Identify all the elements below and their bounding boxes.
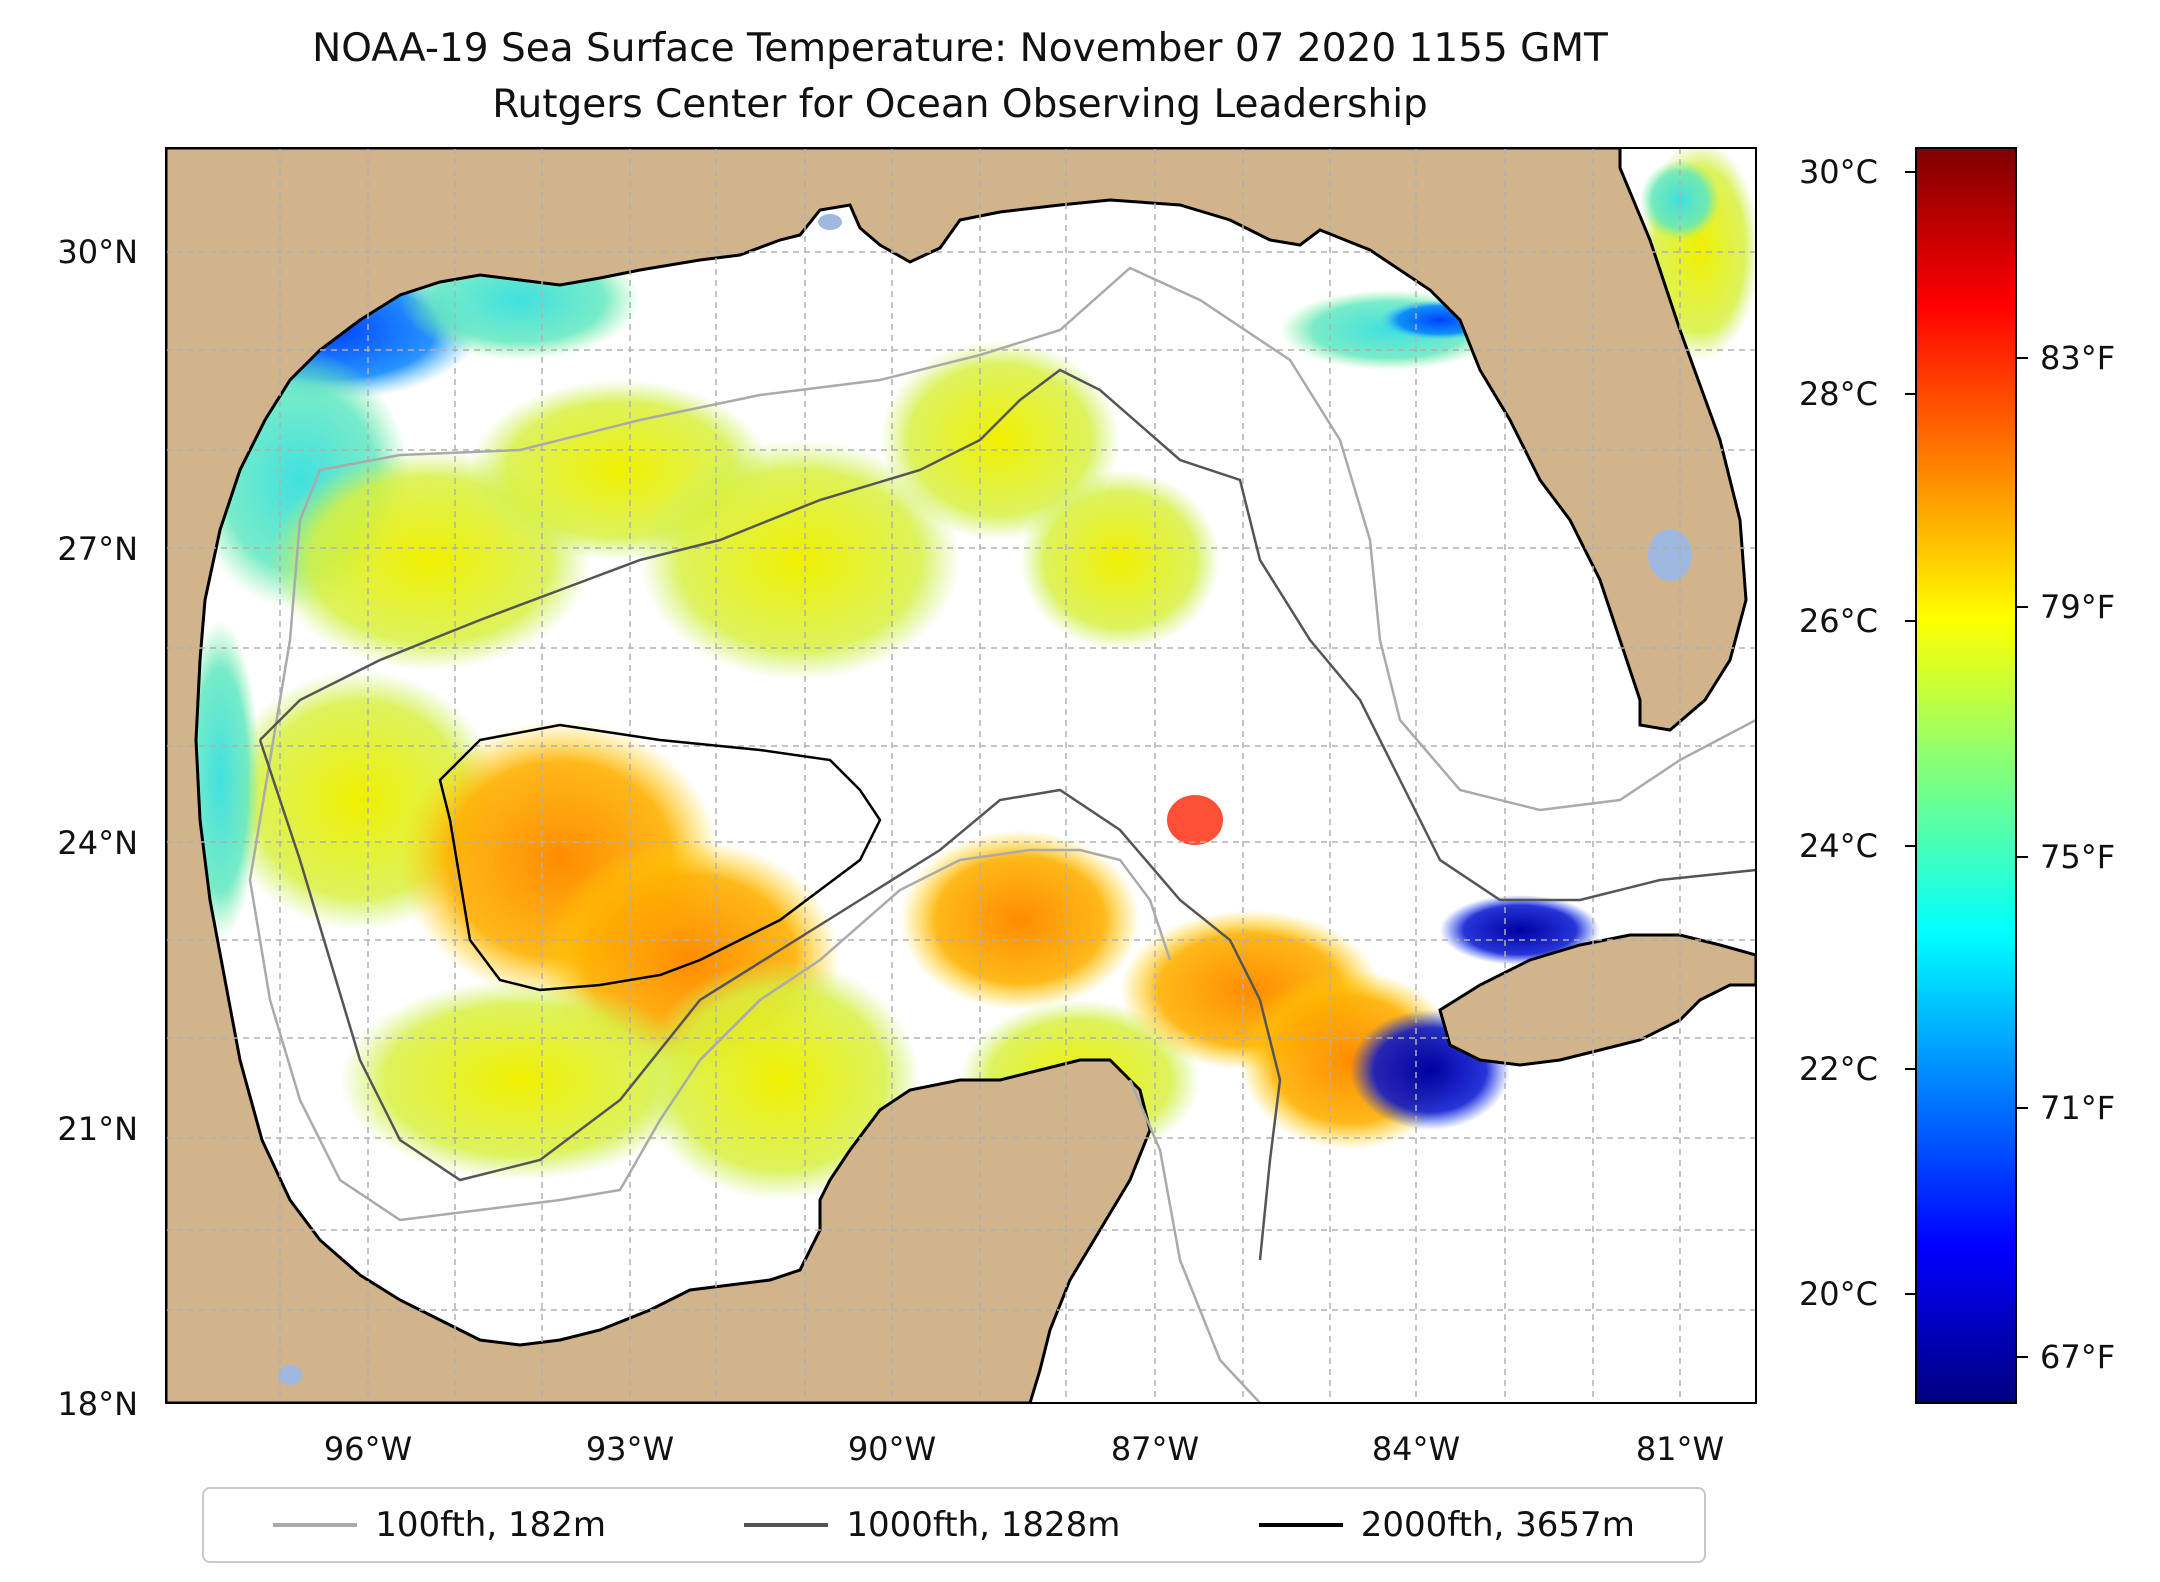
legend-swatch-2000fth <box>1258 1523 1343 1527</box>
lat-label-27: 27°N <box>57 530 138 568</box>
map-area <box>166 148 1756 1403</box>
lon-label-96: 96°W <box>324 1430 412 1468</box>
cb-label-22c: 22°C <box>1799 1050 1878 1088</box>
lat-label-24: 24°N <box>57 824 138 862</box>
colorbar-ticks <box>1905 171 2028 1358</box>
cb-label-67f: 67°F <box>2040 1338 2115 1376</box>
legend-swatch-1000fth <box>744 1523 829 1527</box>
legend-item-100fth: 100fth, 182m <box>273 1505 606 1545</box>
cb-label-75f: 75°F <box>2040 838 2115 876</box>
contour-legend: 100fth, 182m 1000fth, 1828m 2000fth, 365… <box>202 1487 1706 1563</box>
cb-label-26c: 26°C <box>1799 602 1878 640</box>
lat-label-21: 21°N <box>57 1110 138 1148</box>
cb-label-30c: 30°C <box>1799 153 1878 191</box>
colorbar-fahrenheit-ticks: 83°F 79°F 75°F 71°F 67°F <box>2040 339 2115 1376</box>
cb-label-28c: 28°C <box>1799 375 1878 413</box>
cb-label-24c: 24°C <box>1799 827 1878 865</box>
legend-label-2000fth: 2000fth, 3657m <box>1360 1505 1635 1545</box>
lat-axis: 30°N 27°N 24°N 21°N 18°N <box>57 233 138 1423</box>
map-frame <box>165 147 1757 1404</box>
lon-axis: 96°W 93°W 90°W 87°W 84°W 81°W <box>324 1430 1724 1468</box>
legend-swatch-100fth <box>273 1523 358 1527</box>
cb-label-79f: 79°F <box>2040 588 2115 626</box>
cb-label-20c: 20°C <box>1799 1275 1878 1313</box>
lon-label-87: 87°W <box>1111 1430 1199 1468</box>
colorbar-celsius-ticks: 30°C 28°C 26°C 24°C 22°C 20°C <box>1799 153 1878 1313</box>
lon-label-81: 81°W <box>1636 1430 1724 1468</box>
cb-label-83f: 83°F <box>2040 339 2115 377</box>
map-title: NOAA-19 Sea Surface Temperature: Novembe… <box>312 26 1608 71</box>
cb-label-71f: 71°F <box>2040 1089 2115 1127</box>
gridlines <box>166 148 1756 1403</box>
sst-map-figure: 30°N 27°N 24°N 21°N 18°N 96°W 93°W 90°W … <box>57 147 2115 1468</box>
land <box>166 148 1756 1403</box>
bathymetry-contours <box>248 266 1756 1403</box>
legend-item-1000fth: 1000fth, 1828m <box>744 1505 1120 1545</box>
lon-label-84: 84°W <box>1372 1430 1460 1468</box>
contour-1000fth <box>258 368 1756 1261</box>
lakes <box>278 214 1692 1385</box>
lon-label-93: 93°W <box>586 1430 674 1468</box>
lon-label-90: 90°W <box>848 1430 936 1468</box>
map-subtitle: Rutgers Center for Ocean Observing Leade… <box>492 82 1428 127</box>
lat-label-30: 30°N <box>57 233 138 271</box>
colorbar <box>1915 147 2017 1404</box>
legend-item-2000fth: 2000fth, 3657m <box>1258 1505 1635 1545</box>
lat-label-18: 18°N <box>57 1385 138 1423</box>
legend-label-100fth: 100fth, 182m <box>375 1505 606 1545</box>
contour-100fth <box>248 266 1756 1403</box>
legend-label-1000fth: 1000fth, 1828m <box>846 1505 1121 1545</box>
contour-2000fth <box>438 723 882 992</box>
